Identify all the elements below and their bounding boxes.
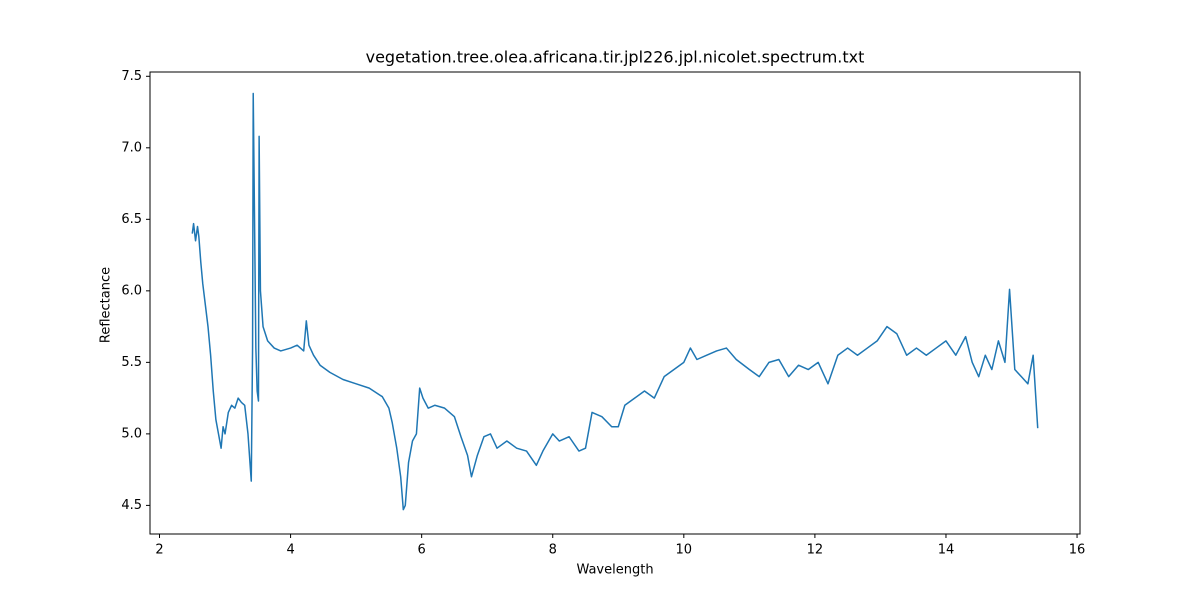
chart-title: vegetation.tree.olea.africana.tir.jpl226…	[366, 48, 865, 67]
y-tick-label: 6.5	[121, 212, 142, 227]
x-axis-label: Wavelength	[576, 563, 653, 578]
y-tick-label: 5.0	[121, 426, 142, 441]
x-tick-label: 2	[155, 543, 163, 558]
x-tick-label: 16	[1069, 543, 1086, 558]
y-tick-label: 7.5	[121, 69, 142, 84]
spectrum-line	[191, 92, 1039, 511]
x-tick-label: 8	[549, 543, 557, 558]
y-axis-label: Reflectance	[99, 267, 114, 343]
y-tick-label: 4.5	[121, 498, 142, 513]
y-tick-label: 6.0	[121, 283, 142, 298]
x-tick-label: 12	[807, 543, 824, 558]
plot-frame	[149, 71, 1081, 535]
x-tick-label: 4	[286, 543, 294, 558]
x-tick-label: 14	[938, 543, 955, 558]
y-tick-label: 7.0	[121, 140, 142, 155]
x-tick-label: 6	[418, 543, 426, 558]
y-tick-label: 5.5	[121, 355, 142, 370]
x-tick-label: 10	[676, 543, 693, 558]
